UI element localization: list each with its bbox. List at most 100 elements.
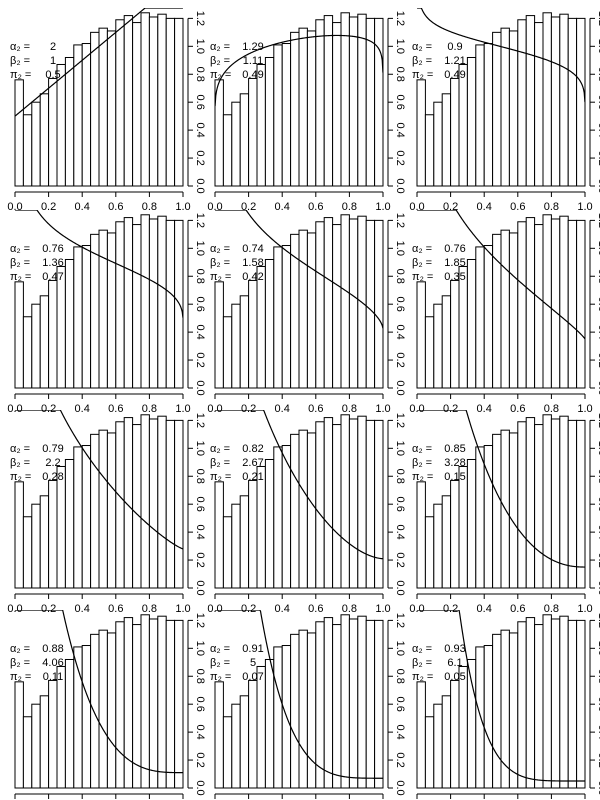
- y-tick-label: 1.2: [194, 613, 206, 628]
- x-tick-label: 0.2: [241, 403, 256, 415]
- histogram-bar: [315, 621, 325, 789]
- histogram-bar: [340, 12, 350, 187]
- histogram-bar: [248, 77, 258, 187]
- alpha-value: 0.76: [42, 243, 63, 255]
- y-tick-label: 0.4: [596, 324, 600, 339]
- y-tick-label: 1.2: [394, 213, 406, 228]
- x-tick-label: 0.6: [510, 201, 525, 213]
- x-tick-label: 0.4: [477, 201, 492, 213]
- y-tick-label: 0.2: [194, 150, 206, 165]
- histogram-bar: [22, 516, 33, 589]
- y-tick-label: 1.0: [394, 641, 406, 656]
- histogram-bar: [264, 56, 275, 187]
- beta-value: 1.58: [242, 257, 263, 269]
- histogram-bar: [81, 445, 92, 589]
- histogram-bar: [222, 716, 233, 789]
- histogram-bar: [567, 219, 578, 389]
- y-tick-label: 1.0: [394, 39, 406, 54]
- y-tick-label: 0.4: [394, 724, 406, 739]
- histogram-bar: [424, 114, 435, 187]
- y-tick-label: 1.2: [394, 613, 406, 628]
- pi-label: π₂ =: [412, 69, 433, 81]
- histogram-bar: [165, 419, 176, 589]
- x-tick-label: 1.0: [375, 201, 390, 213]
- histogram-bar: [517, 421, 527, 589]
- histogram-bar: [31, 303, 41, 389]
- density-curve: [417, 410, 585, 568]
- histogram-bar: [231, 101, 241, 187]
- y-tick-label: 1.0: [596, 39, 600, 54]
- y-tick-label: 0.8: [394, 669, 406, 684]
- histogram-bar: [550, 218, 561, 389]
- beta-label: β₂ =: [210, 457, 230, 469]
- x-tick-label: 0.4: [75, 201, 90, 213]
- histogram-bar: [222, 316, 233, 389]
- panel-9: 0.0 0.2 0.4 0.6 0.8 1.0 0.0 0.2 0.4 0.6 0.8 1.0 1.2 α…: [409, 410, 600, 615]
- histogram-bar: [56, 465, 66, 589]
- beta-value: 1: [50, 55, 56, 67]
- histogram-bar: [517, 221, 527, 389]
- x-tick-label: 1.0: [577, 403, 592, 415]
- y-tick-label: 1.0: [596, 641, 600, 656]
- y-tick-label: 1.0: [596, 441, 600, 456]
- histogram-bar: [433, 101, 443, 187]
- histogram-bar: [542, 414, 552, 589]
- histogram-bar: [214, 681, 224, 789]
- histogram-bar: [56, 63, 66, 187]
- histogram-bar: [48, 77, 58, 187]
- histogram-bar: [433, 503, 443, 589]
- y-tick-label: 0.8: [394, 469, 406, 484]
- alpha-label: α₂ =: [412, 443, 432, 455]
- beta-label: β₂ =: [10, 257, 30, 269]
- beta-label: β₂ =: [210, 657, 230, 669]
- density-curve: [215, 410, 383, 560]
- histogram-bar: [517, 19, 527, 187]
- histogram-bar: [450, 279, 460, 389]
- y-tick-label: 0.6: [394, 497, 406, 512]
- histogram-bar: [115, 19, 125, 187]
- alpha-label: α₂ =: [210, 443, 230, 455]
- histogram-bar: [550, 16, 561, 187]
- histogram-bar: [298, 429, 308, 589]
- histogram-bar: [466, 458, 477, 589]
- histogram-bar: [475, 446, 485, 589]
- x-tick-label: 0.8: [142, 403, 157, 415]
- histogram-bar: [466, 56, 477, 187]
- histogram-bar: [165, 17, 176, 187]
- histogram-bar: [256, 665, 266, 789]
- histogram-bar: [323, 417, 334, 589]
- alpha-value: 0.85: [444, 443, 465, 455]
- y-tick-label: 0.6: [194, 297, 206, 312]
- histogram-bar: [340, 414, 350, 589]
- x-tick-label: 0.8: [342, 201, 357, 213]
- histogram-bar: [576, 419, 586, 589]
- histogram-bar: [148, 218, 159, 389]
- histogram-bar: [567, 419, 578, 589]
- histogram-bar: [458, 63, 468, 187]
- histogram-bar: [306, 432, 317, 589]
- histogram-bar: [256, 63, 266, 187]
- y-tick-label: 1.2: [596, 11, 600, 26]
- histogram-bar: [340, 614, 350, 789]
- panel-7: 0.0 0.2 0.4 0.6 0.8 1.0 0.0 0.2 0.4 0.6 0.8 1.0 1.2 α…: [7, 410, 206, 615]
- histogram-bar: [441, 295, 452, 389]
- alpha-value: 0.93: [444, 643, 465, 655]
- histogram-bar: [416, 281, 426, 389]
- histogram-bar: [264, 458, 275, 589]
- histogram-bar: [306, 30, 317, 187]
- histogram-bar: [475, 646, 485, 789]
- x-tick-label: 0.0: [7, 403, 22, 415]
- histogram-bar: [315, 221, 325, 389]
- histogram-bar: [273, 646, 283, 789]
- histogram-bar: [39, 93, 50, 187]
- histogram-bar: [441, 495, 452, 589]
- histogram-bar: [441, 93, 452, 187]
- y-tick-label: 0.2: [394, 552, 406, 567]
- y-tick-label: 0.8: [194, 469, 206, 484]
- histogram-bar: [273, 246, 283, 389]
- beta-label: β₂ =: [210, 257, 230, 269]
- histogram-bar: [14, 281, 24, 389]
- y-tick-label: 0.2: [596, 352, 600, 367]
- y-tick-label: 0.0: [596, 178, 600, 193]
- alpha-label: α₂ =: [210, 41, 230, 53]
